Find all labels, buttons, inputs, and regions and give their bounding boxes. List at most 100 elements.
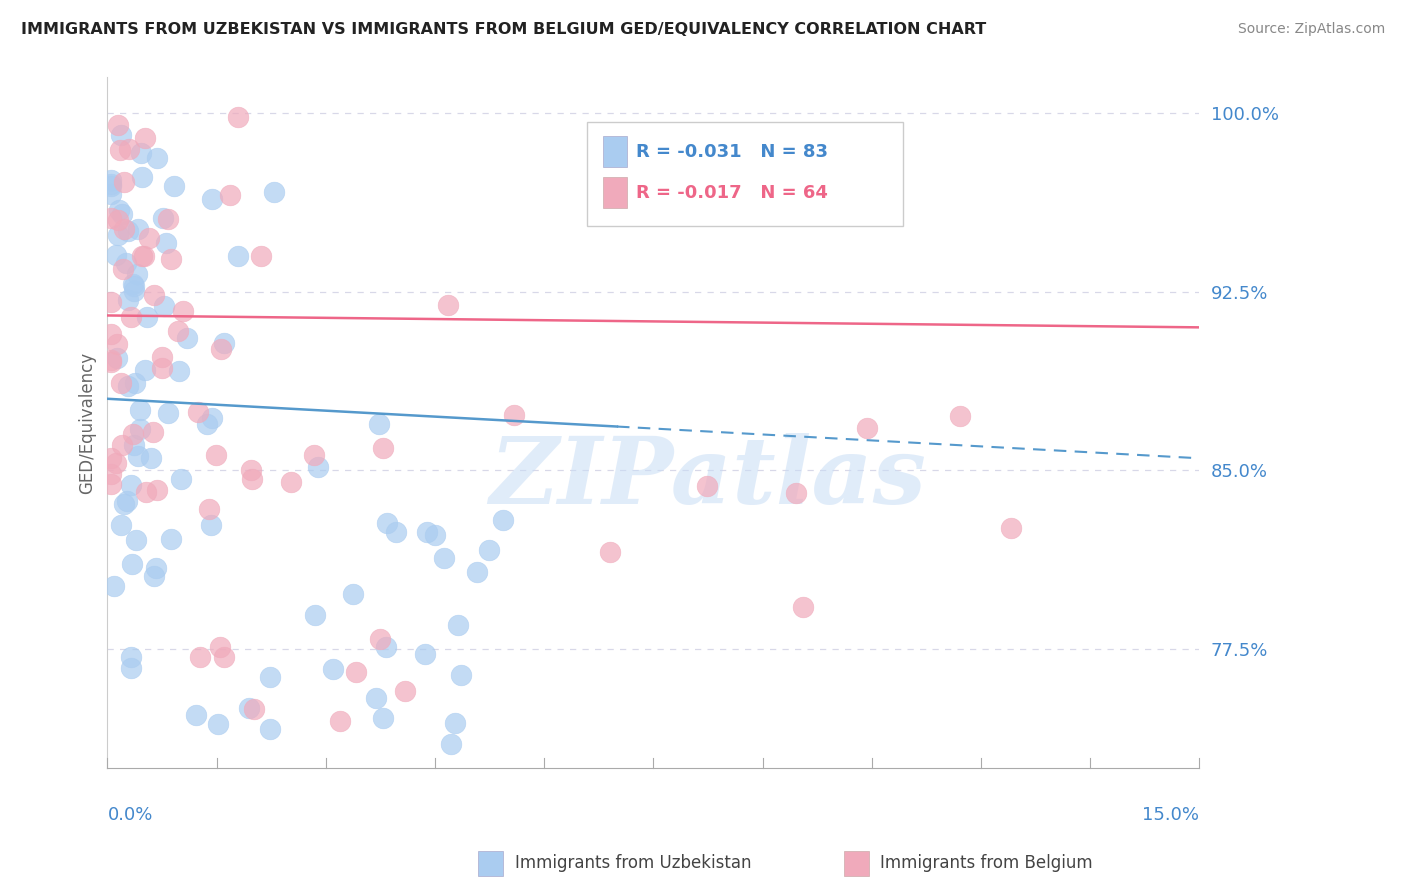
Point [184,708,207,723]
Point [450,668,472,682]
Point [1000,521,1022,535]
Point [322,662,344,676]
Point [100,477,122,491]
Point [105,351,128,365]
Point [117,293,139,308]
Point [167,364,190,378]
Point [100,173,122,187]
Point [250,249,273,263]
Point [228,249,250,263]
Point [110,128,132,142]
Point [141,451,163,466]
Point [342,587,364,601]
Point [100,450,122,465]
Point [110,376,132,390]
Point [263,186,285,200]
Point [146,483,169,498]
Point [696,479,718,493]
Point [187,405,209,419]
Point [122,438,145,452]
Point [436,297,458,311]
Point [259,722,281,736]
Point [100,352,122,367]
Point [209,640,232,655]
Point [371,711,394,725]
Point [280,475,302,490]
Point [115,256,138,270]
Point [117,379,139,393]
Point [107,227,129,242]
Point [792,600,814,615]
Point [135,485,157,500]
Point [375,516,398,530]
Point [440,737,463,751]
Point [145,561,167,575]
Point [195,417,218,432]
Point [329,714,352,728]
Point [122,285,145,299]
Point [103,579,125,593]
Point [155,235,177,250]
Point [120,477,142,491]
Point [138,230,160,244]
Point [100,178,122,193]
Point [200,517,222,532]
Point [120,310,142,324]
Point [214,335,236,350]
Point [478,542,501,557]
Point [134,363,156,377]
Point [160,532,183,546]
Point [302,448,325,462]
Point [240,463,263,477]
Point [112,175,135,189]
Point [132,250,155,264]
Point [117,494,139,508]
Point [112,497,135,511]
Point [111,207,134,221]
Point [447,617,470,632]
Point [105,457,128,471]
Point [107,118,129,132]
Point [117,223,139,237]
Point [243,702,266,716]
Point [121,277,143,291]
Point [118,142,141,156]
Y-axis label: GED/Equivalency: GED/Equivalency [79,351,96,493]
Point [105,337,128,351]
Point [394,683,416,698]
Point [949,409,972,424]
Text: 15.0%: 15.0% [1143,805,1199,823]
Point [152,299,174,313]
Point [159,252,181,266]
Point [146,151,169,165]
Point [785,485,807,500]
Point [364,691,387,706]
Point [108,203,131,218]
Point [198,502,221,516]
Point [128,422,150,436]
Point [110,143,132,157]
Point [433,551,456,566]
Point [502,408,524,422]
Point [599,544,621,558]
Text: IMMIGRANTS FROM UZBEKISTAN VS IMMIGRANTS FROM BELGIUM GED/EQUIVALENCY CORRELATIO: IMMIGRANTS FROM UZBEKISTAN VS IMMIGRANTS… [21,22,987,37]
Point [125,267,148,281]
Point [385,524,408,539]
Point [188,650,211,665]
Text: Immigrants from Uzbekistan: Immigrants from Uzbekistan [515,854,751,871]
Point [111,262,134,277]
Text: ZIPatlas: ZIPatlas [489,433,927,523]
Point [143,287,166,301]
Point [127,449,149,463]
Text: 0.0%: 0.0% [107,805,153,823]
Point [120,649,142,664]
Point [219,188,242,202]
Text: Immigrants from Belgium: Immigrants from Belgium [880,854,1092,871]
Point [105,248,128,262]
Point [444,716,467,731]
Point [100,326,122,341]
Point [259,670,281,684]
Point [100,467,122,481]
Point [209,342,232,356]
Point [136,310,159,325]
